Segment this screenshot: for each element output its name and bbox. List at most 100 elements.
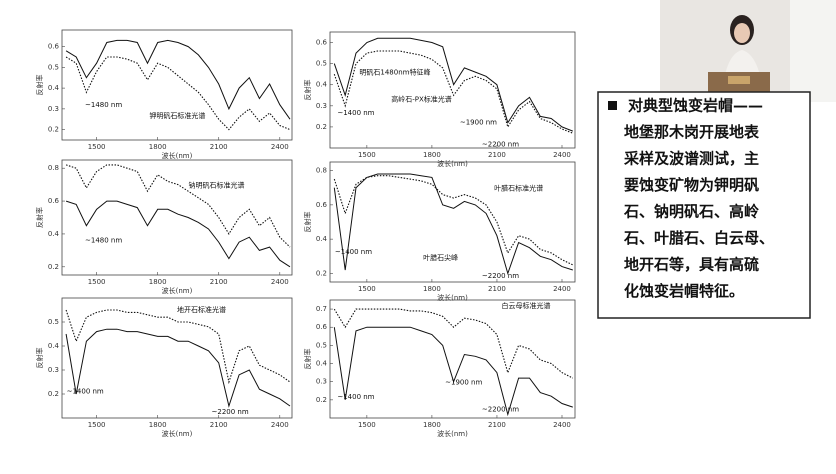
annotation: ~2200 nm bbox=[482, 406, 519, 414]
annotation: ~2200 nm bbox=[212, 408, 249, 416]
x-tick-label: 2100 bbox=[210, 278, 228, 286]
annotation: ~1400 nm bbox=[337, 109, 374, 117]
x-tick-label: 1500 bbox=[88, 421, 106, 429]
spectrum-chart: 0.2 0.3 0.4 0.5 1500 1800 2100 2400 波长(nm) 反射率 地开石… bbox=[35, 297, 293, 438]
x-axis-label: 波长(nm) bbox=[162, 286, 193, 295]
annotation: ~1400 nm bbox=[335, 248, 372, 256]
x-tick-label: 1500 bbox=[88, 143, 106, 151]
text-box-border bbox=[597, 91, 811, 319]
y-tick-label: 0.6 bbox=[316, 39, 328, 47]
y-tick-label: 0.5 bbox=[316, 341, 327, 349]
annotation: ~2200 nm bbox=[482, 272, 519, 280]
annotation: 叶腊石标准光谱 bbox=[494, 183, 543, 192]
y-axis-label: 反射率 bbox=[303, 212, 312, 233]
y-tick-label: 0.4 bbox=[316, 81, 328, 89]
x-tick-label: 1500 bbox=[88, 278, 106, 286]
y-axis-label: 反射率 bbox=[303, 80, 312, 101]
y-tick-label: 0.4 bbox=[48, 230, 60, 238]
annotation: 叶腊石尖峰 bbox=[423, 253, 458, 262]
video-inset bbox=[660, 0, 836, 102]
spectrum-line bbox=[333, 326, 573, 417]
plot-frame bbox=[329, 161, 576, 283]
plot-frame bbox=[329, 31, 576, 149]
spectrum-chart: 0.2 0.3 0.4 0.5 0.6 1500 1800 2100 2400 波长(nm) 反射率… bbox=[303, 31, 576, 168]
text-line: 地开石等，具有高硫 bbox=[624, 256, 759, 274]
y-axis-label: 反射率 bbox=[303, 349, 312, 370]
y-tick-label: 0.5 bbox=[48, 318, 59, 326]
annotation: ~1900 nm bbox=[460, 118, 497, 126]
plot-frame bbox=[61, 159, 293, 276]
screen-edge bbox=[790, 0, 836, 102]
x-axis-label: 波长(nm) bbox=[162, 151, 193, 160]
x-tick-label: 2400 bbox=[271, 421, 289, 429]
spectrum-chart: 0.2 0.3 0.4 0.5 0.6 0.7 1500 1800 2100 2400 波长(nm)… bbox=[303, 299, 576, 438]
text-line: 对典型蚀变岩帽—— bbox=[628, 97, 763, 115]
y-axis-label: 反射率 bbox=[35, 75, 44, 96]
text-line: 采样及波谱测试，主 bbox=[623, 150, 759, 168]
x-tick-label: 2100 bbox=[488, 151, 506, 159]
bullet bbox=[608, 101, 617, 110]
text-line: 地堡那木岗开展地表 bbox=[624, 123, 760, 141]
y-axis-label: 反射率 bbox=[35, 348, 44, 369]
y-tick-label: 0.6 bbox=[316, 201, 328, 209]
x-tick-label: 1800 bbox=[423, 285, 441, 293]
x-tick-label: 2400 bbox=[271, 278, 289, 286]
y-tick-label: 0.2 bbox=[48, 126, 59, 134]
y-tick-label: 0.5 bbox=[316, 60, 327, 68]
annotation: 地开石标准光谱 bbox=[177, 305, 226, 314]
x-tick-label: 1800 bbox=[149, 278, 167, 286]
annotation: ~1900 nm bbox=[445, 379, 482, 387]
annotation: 钠明矾石标准光谱 bbox=[189, 180, 245, 189]
y-tick-label: 0.3 bbox=[48, 366, 59, 374]
spectrum-line bbox=[65, 56, 291, 131]
spectrum-chart: 0.2 0.3 0.4 0.5 0.6 1500 1800 2100 2400 波长(nm) 反射率… bbox=[35, 29, 293, 160]
spectrum-chart: 0.2 0.4 0.6 0.8 1500 1800 2100 2400 波长(nm) 反射率 钠明矾… bbox=[35, 159, 293, 295]
annotation: 钾明矾石标准光谱 bbox=[149, 111, 205, 120]
y-tick-label: 0.2 bbox=[48, 263, 59, 271]
y-tick-label: 0.6 bbox=[48, 43, 60, 51]
x-axis-label: 波长(nm) bbox=[437, 429, 468, 438]
text-line: 石、钠明矾石、高岭 bbox=[623, 203, 759, 221]
text-line: 石、叶腊石、白云母、 bbox=[623, 229, 774, 247]
x-tick-label: 1800 bbox=[149, 421, 167, 429]
x-axis-label: 波长(nm) bbox=[437, 159, 468, 168]
nameplate bbox=[728, 76, 750, 84]
y-tick-label: 0.3 bbox=[316, 102, 327, 110]
annotation: ~1400 nm bbox=[337, 393, 374, 401]
x-tick-label: 2400 bbox=[553, 285, 571, 293]
spectrum-line bbox=[333, 175, 574, 266]
x-tick-label: 1500 bbox=[358, 421, 376, 429]
spectrum-line bbox=[333, 37, 573, 132]
x-tick-label: 1500 bbox=[358, 151, 376, 159]
y-tick-label: 0.4 bbox=[316, 360, 328, 368]
y-tick-label: 0.8 bbox=[48, 164, 59, 172]
x-tick-label: 1800 bbox=[423, 421, 441, 429]
x-tick-label: 2100 bbox=[210, 143, 228, 151]
x-tick-label: 2100 bbox=[488, 285, 506, 293]
spectrum-line bbox=[333, 173, 573, 276]
y-tick-label: 0.6 bbox=[316, 323, 328, 331]
plot-frame bbox=[329, 299, 576, 419]
x-tick-label: 1800 bbox=[149, 143, 167, 151]
y-tick-label: 0.2 bbox=[48, 390, 59, 398]
spectrum-line bbox=[65, 39, 291, 120]
y-tick-label: 0.4 bbox=[48, 342, 60, 350]
y-tick-label: 0.6 bbox=[48, 197, 60, 205]
spectrum-line bbox=[333, 50, 573, 134]
annotation: ~1480 nm bbox=[85, 101, 122, 109]
x-tick-label: 2400 bbox=[553, 421, 571, 429]
x-tick-label: 2100 bbox=[488, 421, 506, 429]
x-tick-label: 2100 bbox=[210, 421, 228, 429]
y-axis-label: 反射率 bbox=[35, 207, 44, 228]
x-tick-label: 1500 bbox=[358, 285, 376, 293]
x-axis-label: 波长(nm) bbox=[162, 429, 193, 438]
annotation: ~1480 nm bbox=[85, 237, 122, 245]
annotation: ~1400 nm bbox=[67, 388, 104, 396]
y-tick-label: 0.2 bbox=[316, 123, 327, 131]
x-axis-label: 波长(nm) bbox=[437, 293, 468, 302]
annotation: 白云母标准光谱 bbox=[502, 301, 551, 310]
y-tick-label: 0.8 bbox=[316, 167, 327, 175]
text-line: 化蚀变岩帽特征。 bbox=[624, 282, 744, 300]
